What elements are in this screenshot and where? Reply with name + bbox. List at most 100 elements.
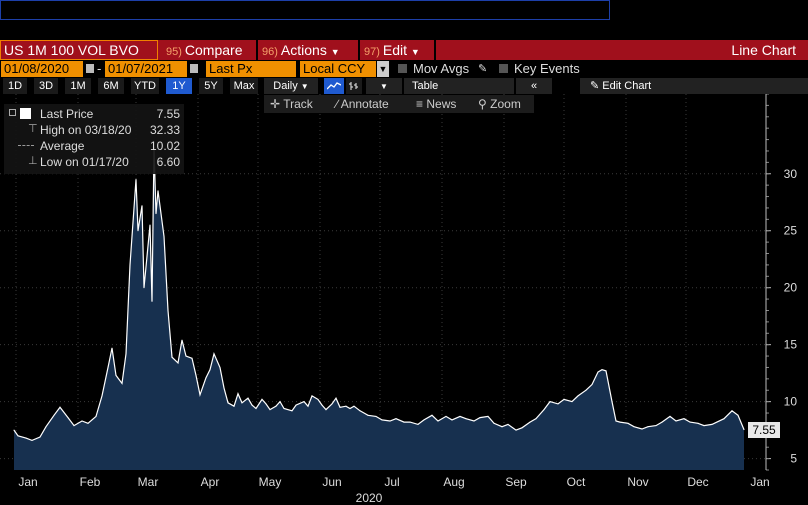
x-tick-label: Nov: [627, 475, 648, 489]
tab-1y[interactable]: 1Y: [166, 78, 192, 94]
data-point: [107, 367, 109, 368]
compare-menu[interactable]: 95) Compare: [166, 42, 243, 58]
line-chart-type-icon[interactable]: [324, 78, 344, 94]
data-point: [233, 405, 235, 407]
tab-ytd[interactable]: YTD: [131, 78, 159, 94]
dropdown-arrow-icon: ▼: [410, 47, 420, 57]
calendar-icon[interactable]: [190, 64, 198, 73]
data-point: [335, 397, 337, 399]
calendar-icon[interactable]: [86, 64, 94, 73]
data-point: [655, 425, 657, 427]
data-point: [167, 310, 169, 311]
data-point: [381, 419, 383, 421]
toggle-checkbox[interactable]: [9, 109, 16, 116]
legend-row-last-price[interactable]: Last Price 7.55: [4, 106, 184, 122]
mov-avgs-label: Mov Avgs: [413, 61, 470, 76]
chart-legend: Last Price 7.55 ⊤ High on 03/18/20 32.33…: [4, 104, 184, 174]
data-point: [251, 404, 253, 406]
data-point: [17, 435, 19, 437]
data-point: [571, 401, 573, 403]
data-point: [493, 422, 495, 424]
data-point: [417, 423, 419, 425]
end-date-input[interactable]: 01/07/2021: [105, 61, 187, 77]
chevron-down-icon: ▼: [300, 82, 309, 91]
data-point: [151, 300, 153, 302]
track-button[interactable]: ✛ Track: [270, 97, 313, 111]
data-point: [317, 398, 319, 400]
price-chart[interactable]: 5 10 15 20 25 30 Jan Feb Mar Apr May Jun Jul Aug Sep O…: [0, 94, 808, 505]
data-point: [125, 353, 127, 355]
y-tick-label: 5: [790, 452, 797, 466]
currency-select[interactable]: Local CCY: [300, 61, 376, 77]
chevron-down-icon[interactable]: ▼: [377, 61, 389, 77]
tab-5y[interactable]: 5Y: [199, 78, 223, 94]
data-point: [155, 213, 157, 215]
data-point: [101, 395, 103, 397]
y-tick-label: 30: [784, 167, 798, 181]
tab-3d[interactable]: 3D: [34, 78, 58, 94]
high-marker-icon: ⊤: [28, 123, 38, 135]
annotate-button[interactable]: ∕ Annotate: [336, 97, 389, 111]
data-point: [59, 406, 61, 408]
tab-max[interactable]: Max: [230, 78, 258, 94]
tab-1d[interactable]: 1D: [3, 78, 27, 94]
data-point: [675, 420, 677, 422]
data-point: [73, 425, 75, 427]
pencil-icon[interactable]: ✎: [478, 63, 488, 75]
frequency-select[interactable]: Daily ▼: [264, 78, 318, 94]
data-point: [67, 417, 69, 419]
edit-chart-button[interactable]: ✎ Edit Chart: [580, 78, 808, 94]
legend-row-low: ⊥ Low on 01/17/20 6.60: [28, 155, 180, 169]
data-point: [163, 235, 165, 237]
data-point: [403, 421, 405, 423]
actions-menu[interactable]: 96) Actions ▼: [262, 42, 340, 58]
mov-avgs-checkbox[interactable]: [398, 64, 407, 73]
chart-type-dropdown[interactable]: ▼: [366, 78, 402, 94]
data-point: [31, 439, 33, 441]
field-select[interactable]: Last Px: [206, 61, 296, 77]
data-point: [45, 426, 47, 428]
data-point: [141, 205, 143, 207]
data-point: [731, 410, 733, 412]
menu-divider: [358, 40, 360, 60]
x-tick-label: Jul: [384, 475, 399, 489]
key-events-checkbox[interactable]: [499, 64, 508, 73]
low-marker-icon: ⊥: [28, 155, 38, 167]
table-button[interactable]: Table: [404, 78, 514, 94]
start-date-input[interactable]: 01/08/2020: [1, 61, 83, 77]
data-point: [353, 405, 355, 407]
data-point: [137, 230, 139, 232]
data-point: [389, 420, 391, 422]
data-point: [171, 356, 173, 358]
data-point: [261, 398, 263, 400]
data-point: [445, 415, 447, 417]
data-point: [515, 429, 517, 431]
tab-1m[interactable]: 1M: [65, 78, 91, 94]
data-point: [723, 418, 725, 420]
security-field[interactable]: US 1M 100 VOL BVO: [0, 40, 158, 60]
data-point: [177, 362, 179, 364]
tab-6m[interactable]: 6M: [98, 78, 124, 94]
data-point: [241, 402, 243, 404]
collapse-icon[interactable]: «: [516, 78, 552, 94]
command-line-input[interactable]: [0, 0, 610, 20]
data-point: [601, 369, 603, 371]
data-point: [619, 421, 621, 423]
data-point: [465, 418, 467, 420]
date-separator: -: [97, 61, 102, 76]
data-point: [423, 419, 425, 421]
edit-menu[interactable]: 97) Edit ▼: [364, 42, 420, 58]
data-point: [459, 415, 461, 417]
y-tick-label: 15: [784, 338, 798, 352]
data-point: [689, 421, 691, 423]
data-point: [535, 418, 537, 420]
data-point: [331, 403, 333, 405]
data-point: [615, 420, 617, 422]
chevron-down-icon: ▼: [380, 82, 388, 91]
bar-chart-type-icon[interactable]: [346, 78, 362, 94]
data-point: [521, 427, 523, 429]
news-button[interactable]: ≡ News: [416, 97, 457, 111]
zoom-button[interactable]: ⚲ Zoom: [478, 97, 521, 111]
data-point: [111, 347, 113, 349]
data-point: [549, 401, 551, 403]
